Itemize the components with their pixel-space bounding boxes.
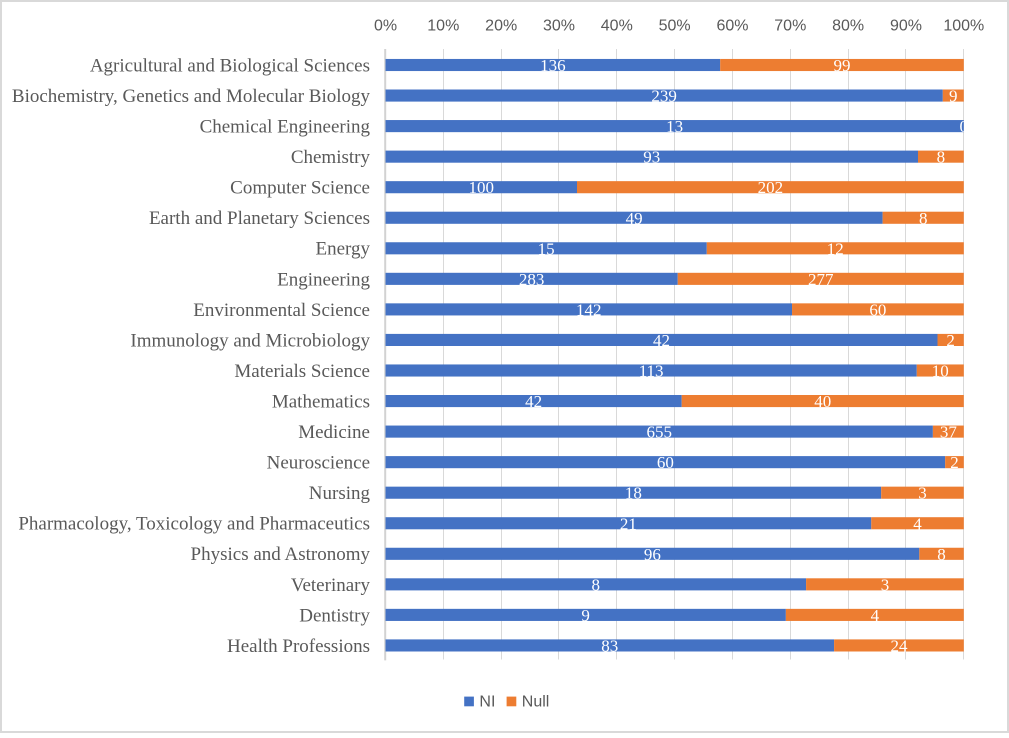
- svg-text:4: 4: [913, 514, 922, 533]
- svg-text:Health Professions: Health Professions: [227, 636, 370, 657]
- svg-text:Biochemistry, Genetics and Mol: Biochemistry, Genetics and Molecular Bio…: [12, 86, 371, 107]
- svg-text:Neuroscience: Neuroscience: [267, 453, 370, 474]
- svg-text:60: 60: [869, 300, 886, 319]
- svg-text:60%: 60%: [716, 18, 748, 35]
- svg-text:0: 0: [960, 117, 969, 136]
- svg-text:8: 8: [937, 545, 946, 564]
- svg-text:10: 10: [932, 362, 949, 381]
- svg-text:8: 8: [937, 148, 946, 167]
- svg-text:Earth and Planetary Sciences: Earth and Planetary Sciences: [149, 208, 370, 229]
- svg-text:Chemistry: Chemistry: [291, 147, 371, 168]
- svg-text:Agricultural and Biological Sc: Agricultural and Biological Sciences: [90, 55, 370, 76]
- svg-text:60: 60: [657, 453, 674, 472]
- svg-text:Physics and Astronomy: Physics and Astronomy: [191, 544, 371, 565]
- svg-text:37: 37: [940, 423, 958, 442]
- svg-text:49: 49: [626, 209, 643, 228]
- svg-text:21: 21: [620, 514, 637, 533]
- svg-text:12: 12: [827, 239, 844, 258]
- svg-text:Pharmacology, Toxicology and P: Pharmacology, Toxicology and Pharmaceuti…: [18, 514, 370, 535]
- svg-text:70%: 70%: [774, 18, 806, 35]
- svg-text:99: 99: [833, 56, 850, 75]
- svg-text:50%: 50%: [659, 18, 691, 35]
- svg-text:83: 83: [601, 636, 618, 655]
- svg-text:Chemical Engineering: Chemical Engineering: [200, 117, 371, 138]
- svg-text:13: 13: [666, 117, 683, 136]
- svg-text:239: 239: [651, 87, 677, 106]
- svg-text:96: 96: [644, 545, 661, 564]
- svg-text:40: 40: [814, 392, 831, 411]
- svg-text:Computer Science: Computer Science: [230, 178, 370, 199]
- svg-text:30%: 30%: [543, 18, 575, 35]
- svg-text:Immunology and Microbiology: Immunology and Microbiology: [130, 330, 370, 351]
- svg-text:3: 3: [881, 575, 890, 594]
- svg-text:113: 113: [639, 362, 664, 381]
- svg-text:80%: 80%: [832, 18, 864, 35]
- svg-text:42: 42: [653, 331, 670, 350]
- svg-text:Veterinary: Veterinary: [291, 575, 371, 596]
- svg-text:20%: 20%: [485, 18, 517, 35]
- svg-text:Nursing: Nursing: [309, 483, 371, 504]
- svg-text:18: 18: [625, 484, 642, 503]
- svg-text:42: 42: [525, 392, 542, 411]
- svg-text:Medicine: Medicine: [298, 422, 370, 443]
- svg-text:9: 9: [949, 87, 958, 106]
- svg-text:0%: 0%: [374, 18, 397, 35]
- svg-text:2: 2: [946, 331, 955, 350]
- svg-text:90%: 90%: [890, 18, 922, 35]
- svg-text:Null: Null: [522, 694, 550, 711]
- svg-text:4: 4: [871, 606, 880, 625]
- svg-text:8: 8: [592, 575, 601, 594]
- svg-text:277: 277: [808, 270, 834, 289]
- svg-text:Mathematics: Mathematics: [272, 391, 370, 412]
- svg-text:Engineering: Engineering: [277, 269, 370, 290]
- svg-text:Environmental Science: Environmental Science: [193, 300, 370, 321]
- svg-text:142: 142: [576, 300, 602, 319]
- svg-text:202: 202: [758, 178, 784, 197]
- svg-text:93: 93: [643, 148, 660, 167]
- svg-text:2: 2: [950, 453, 959, 472]
- svg-text:NI: NI: [479, 694, 495, 711]
- svg-text:655: 655: [646, 423, 672, 442]
- svg-text:24: 24: [890, 636, 908, 655]
- svg-text:Dentistry: Dentistry: [299, 605, 370, 626]
- svg-text:100%: 100%: [943, 18, 984, 35]
- svg-text:3: 3: [918, 484, 927, 503]
- svg-text:100: 100: [469, 178, 495, 197]
- svg-text:9: 9: [581, 606, 590, 625]
- svg-text:40%: 40%: [601, 18, 633, 35]
- svg-text:136: 136: [540, 56, 566, 75]
- svg-text:15: 15: [538, 239, 555, 258]
- svg-text:10%: 10%: [427, 18, 459, 35]
- svg-text:283: 283: [519, 270, 545, 289]
- svg-text:Energy: Energy: [315, 239, 370, 260]
- svg-text:8: 8: [919, 209, 928, 228]
- svg-text:Materials Science: Materials Science: [234, 361, 370, 382]
